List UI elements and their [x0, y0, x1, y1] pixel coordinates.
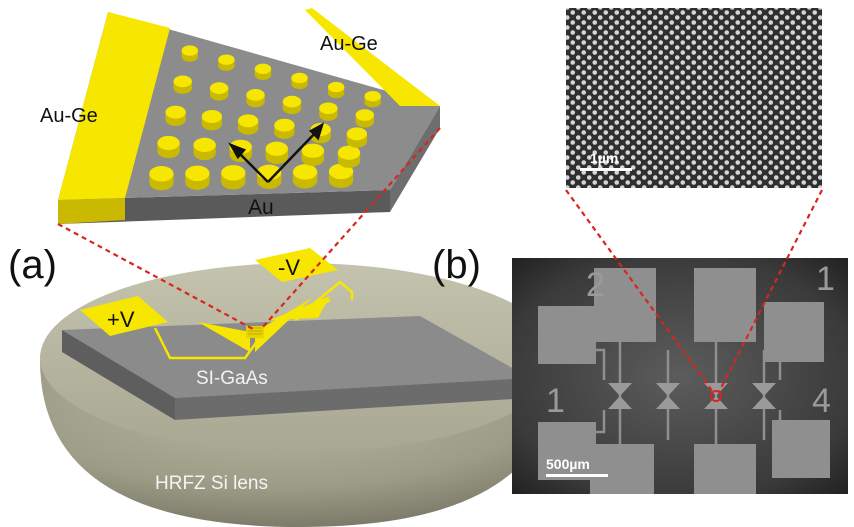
au-arrows [228, 122, 325, 183]
au-dot [282, 95, 302, 108]
au-dot [291, 72, 308, 84]
au-dot [181, 45, 198, 56]
au-dot [149, 166, 174, 182]
optical-scale-label: 500µm [546, 456, 590, 472]
minus-v-label: -V [278, 255, 300, 280]
au-label: Au [248, 196, 274, 219]
au-dot [218, 54, 235, 65]
bowtie-antenna [198, 296, 330, 352]
au-dot [292, 164, 318, 180]
au-dot [173, 75, 192, 88]
au-ge-right-contact [305, 8, 440, 106]
panel-b-letter: (b) [432, 243, 481, 287]
au-dot [185, 165, 210, 182]
panel-a: +V -V SI-GaAs HRFZ Si lens Au-Ge A [8, 8, 560, 527]
au-dot [327, 81, 345, 93]
minus-v-pad: -V [255, 248, 338, 282]
gaas-chip [62, 316, 530, 420]
au-dot [157, 135, 180, 151]
au-ge-left-label: Au-Ge [40, 105, 98, 127]
sem-scale-bar [580, 168, 632, 171]
au-dot [355, 109, 374, 121]
contact-pads [538, 268, 830, 494]
zoom-guides-a [57, 127, 441, 331]
au-dot [221, 165, 246, 181]
zoom-guides-b [565, 189, 823, 393]
au-dot [319, 102, 338, 115]
au-dot [301, 143, 325, 158]
au-dot [165, 105, 186, 119]
pad-number-1: 1 [546, 382, 565, 420]
au-dot [346, 127, 368, 141]
optical-image: 500µm 2 1 1 4 [512, 258, 848, 494]
au-dot [193, 137, 216, 153]
au-dot [201, 110, 223, 123]
optical-scale-bar [546, 474, 608, 477]
sem-scale-label: 1µm [590, 150, 618, 166]
lens-label: HRFZ Si lens [155, 473, 268, 494]
panel-b: 1µm [432, 8, 848, 494]
au-dot [209, 82, 229, 94]
plus-v-pad: +V [80, 296, 168, 336]
pad-number-4: 4 [812, 382, 831, 420]
au-dot [337, 145, 361, 160]
zoom-marker [710, 390, 722, 402]
sem-image: 1µm [566, 8, 822, 188]
au-dot [364, 91, 381, 102]
substrate-label: SI-GaAs [196, 368, 268, 389]
au-dot-array [149, 45, 381, 191]
au-ge-right-label: Au-Ge [320, 33, 378, 55]
au-ge-left-contact [58, 12, 170, 200]
panel-a-letter: (a) [8, 243, 57, 287]
pad-number-1-top: 1 [816, 260, 835, 298]
au-dot [246, 88, 265, 101]
pad-number-2: 2 [586, 266, 605, 304]
au-dot [274, 118, 295, 132]
au-dot [237, 114, 259, 128]
au-dot [265, 141, 288, 156]
plus-v-label: +V [107, 307, 135, 332]
au-dot [254, 63, 272, 75]
